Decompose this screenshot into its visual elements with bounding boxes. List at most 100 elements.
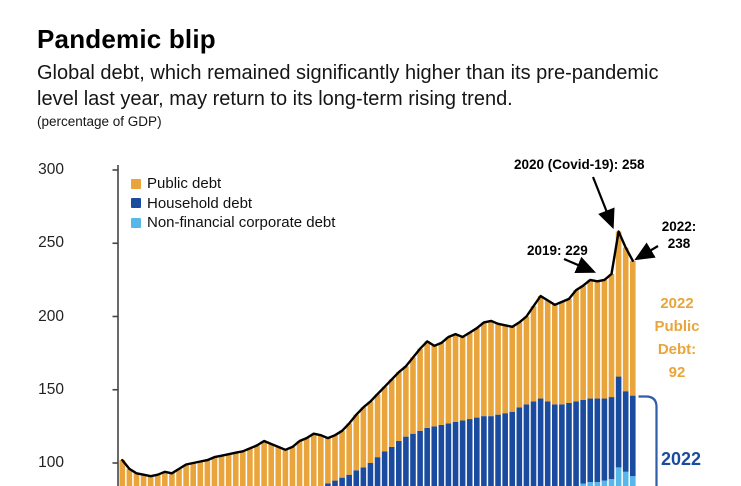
year-bar — [551, 304, 558, 486]
year-bar — [339, 430, 345, 486]
year-bar — [474, 328, 480, 486]
year-bar — [523, 316, 530, 486]
year-bar — [544, 300, 551, 486]
arrow-2022-icon — [634, 242, 659, 261]
legend-label-public-debt: Public debt — [147, 175, 222, 193]
year-bar — [516, 322, 523, 486]
year-bar — [537, 295, 544, 486]
year-bar — [353, 414, 360, 486]
legend-label-nfc-debt: Non-financial corporate debt — [147, 214, 336, 232]
year-bar — [431, 345, 438, 486]
year-bar — [303, 438, 310, 486]
year-bar — [225, 454, 232, 486]
legend-item-public-debt: Public debt — [131, 174, 335, 194]
legend-swatch-nfc-debt-icon — [131, 217, 141, 228]
public-debt-label-line3: Debt: — [657, 341, 697, 358]
year-bar — [162, 471, 168, 486]
legend-item-nfc-debt: Non-financial corporate debt — [131, 213, 335, 233]
year-bar — [325, 438, 331, 486]
year-bar — [622, 247, 629, 486]
annotation-2022-latest: 2022: 238 — [645, 219, 713, 252]
year-bar — [360, 407, 367, 486]
year-bar — [374, 394, 381, 486]
year-bar — [204, 460, 211, 486]
year-bar — [495, 323, 501, 486]
total-debt-line — [121, 230, 634, 478]
year-bar — [176, 468, 182, 486]
annotation-2022-line1: 2022: — [661, 219, 697, 234]
year-bar — [247, 448, 253, 486]
year-bar — [268, 443, 274, 486]
year-bar — [459, 337, 466, 486]
chart-legend: Public debt Household debt Non-financial… — [131, 174, 335, 233]
public-debt-label-line2: Public — [654, 318, 700, 335]
year-bar — [424, 341, 430, 486]
year-bar — [573, 290, 579, 486]
chart-title: Pandemic blip — [37, 24, 216, 54]
year-bar — [509, 326, 516, 486]
year-bar — [410, 357, 416, 486]
year-bar — [608, 274, 615, 486]
private-debt-bracket — [638, 395, 658, 486]
y-tick-label: 100 — [38, 454, 64, 471]
year-bar — [318, 435, 324, 486]
year-bar — [530, 306, 537, 486]
year-bar — [140, 474, 147, 486]
public-debt-label-line1: 2022 — [660, 295, 694, 312]
year-bar — [346, 423, 352, 486]
year-bar — [310, 433, 317, 486]
y-tick-label: 300 — [38, 161, 64, 178]
year-bar — [502, 325, 508, 486]
legend-swatch-household-debt-icon — [131, 198, 141, 209]
year-bar — [211, 457, 218, 486]
annotation-2019-prepandemic: 2019: 229 — [527, 243, 588, 258]
year-bar — [438, 342, 445, 486]
year-bar — [240, 451, 246, 486]
arrow-2020-peak-icon — [591, 176, 615, 230]
year-bar — [197, 461, 204, 486]
year-bar — [580, 285, 586, 486]
year-bar — [594, 281, 601, 486]
y-tick-label: 250 — [38, 234, 64, 252]
year-bar — [403, 366, 409, 486]
year-bar — [466, 332, 473, 486]
year-bar — [332, 435, 338, 486]
year-bar — [289, 446, 296, 486]
year-bar — [559, 301, 565, 486]
year-bar — [488, 320, 494, 486]
arrow-2019-icon — [563, 256, 597, 274]
year-bar — [133, 473, 140, 486]
year-bar — [183, 464, 189, 486]
chart-subtitle: Global debt, which remained significantl… — [37, 62, 659, 110]
year-bar — [232, 452, 239, 486]
annotation-2022-private-debt-partial: 2022 — [661, 449, 702, 469]
y-tick-label: 150 — [38, 380, 64, 398]
year-bar — [147, 476, 154, 486]
year-bar — [481, 322, 487, 486]
year-bar — [261, 441, 267, 486]
year-bar — [587, 279, 594, 486]
y-tick-label: 200 — [38, 307, 64, 325]
year-bar — [452, 334, 459, 486]
year-bar — [282, 449, 289, 486]
year-bar — [396, 372, 402, 486]
legend-label-household-debt: Household debt — [147, 194, 253, 212]
year-bar — [601, 279, 608, 486]
year-bar — [381, 386, 388, 486]
year-bar — [367, 401, 374, 486]
legend-swatch-public-debt-icon — [131, 178, 141, 189]
unit-note: (percentage of GDP) — [37, 114, 162, 129]
year-bar — [445, 337, 452, 486]
annotation-2022-public-debt: 2022 Public Debt: 92 — [643, 292, 711, 384]
year-bar — [629, 260, 636, 486]
year-bar — [566, 298, 572, 486]
year-bar — [190, 463, 196, 486]
annotation-2020-covid-peak: 2020 (Covid-19): 258 — [514, 157, 645, 172]
year-bar — [119, 460, 126, 486]
year-bar — [296, 441, 303, 486]
year-bar — [218, 455, 225, 486]
year-bar — [126, 468, 133, 486]
legend-item-household-debt: Household debt — [131, 194, 335, 214]
